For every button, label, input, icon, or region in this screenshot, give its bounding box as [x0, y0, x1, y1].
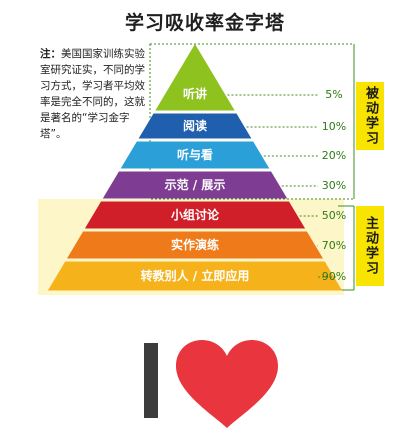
tier-label-3: 听与看	[177, 147, 213, 162]
tier-percent-4: 30%	[322, 179, 346, 192]
pyramid-tier-7	[47, 261, 343, 291]
tier-label-6: 实作演练	[171, 237, 219, 252]
pyramid-tier-2	[138, 113, 252, 139]
letter-i-bar	[144, 343, 158, 418]
note-prefix: 注：	[40, 48, 61, 60]
tier-label-1: 听讲	[183, 86, 207, 101]
note-body: 美国国家训练实验室研究证实，不同的学习方式，学习者平均效率是完全不同的，这就是著…	[40, 48, 145, 140]
heart-icon	[176, 340, 278, 428]
tier-percent-5: 50%	[322, 209, 346, 222]
pyramid-tier-4	[102, 171, 288, 199]
tier-label-5: 小组讨论	[171, 207, 220, 222]
pyramid-tier-3	[120, 141, 270, 169]
pyramid-tier-6	[66, 231, 324, 259]
diagram-title: 学习吸收率金字塔	[124, 12, 285, 34]
bracket-lines	[338, 44, 355, 291]
tier-percent-3: 20%	[322, 149, 346, 162]
passive-learning-tab: 被动学习	[356, 82, 384, 150]
note-text: 注：美国国家训练实验室研究证实，不同的学习方式，学习者平均效率是完全不同的，这就…	[40, 46, 148, 142]
pyramid-tier-5	[84, 201, 306, 229]
tier-percent-2: 10%	[322, 120, 346, 133]
active-learning-tab: 主动学习	[356, 206, 384, 286]
tier-label-4: 示范 / 展示	[164, 177, 226, 192]
tier-percent-7: 90%	[322, 270, 346, 283]
tier-percent-1: 5%	[325, 88, 342, 101]
pyramid-tier-1	[155, 44, 235, 111]
tier-label-7: 转教别人 / 立即应用	[141, 268, 250, 283]
tier-label-2: 阅读	[183, 118, 207, 133]
tier-percent-6: 70%	[322, 239, 346, 252]
